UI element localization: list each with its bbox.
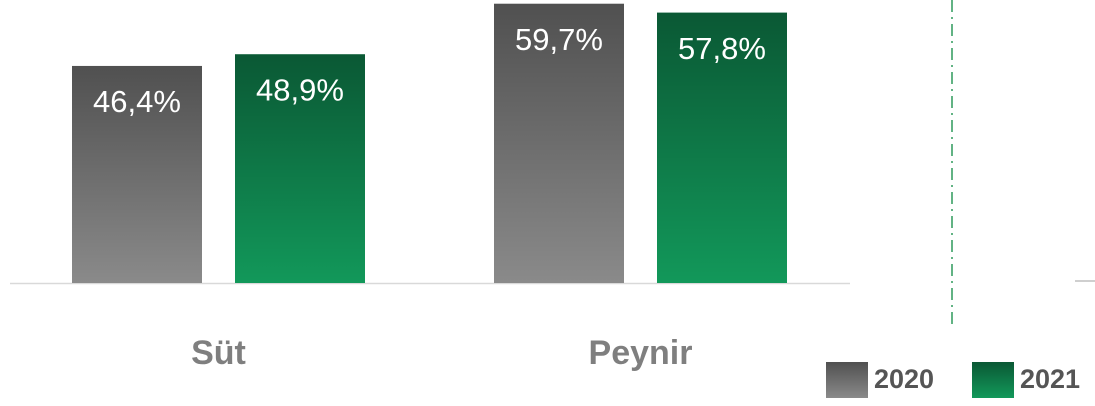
x-tick-label: Peynir <box>589 334 693 372</box>
legend-label: 2020 <box>874 364 934 394</box>
legend-swatch-shade <box>972 362 1014 398</box>
bar-shade <box>235 54 365 284</box>
data-label: 59,7% <box>515 22 603 57</box>
data-label: 48,9% <box>256 72 344 107</box>
bar-shade <box>494 3 624 283</box>
bar-shade <box>72 65 202 283</box>
bar-shade <box>657 12 787 283</box>
data-label: 57,8% <box>678 31 766 66</box>
data-label: 46,4% <box>93 84 181 119</box>
x-tick-label: Süt <box>191 334 246 372</box>
legend-swatch-shade <box>826 362 868 398</box>
legend-label: 2021 <box>1020 364 1080 394</box>
